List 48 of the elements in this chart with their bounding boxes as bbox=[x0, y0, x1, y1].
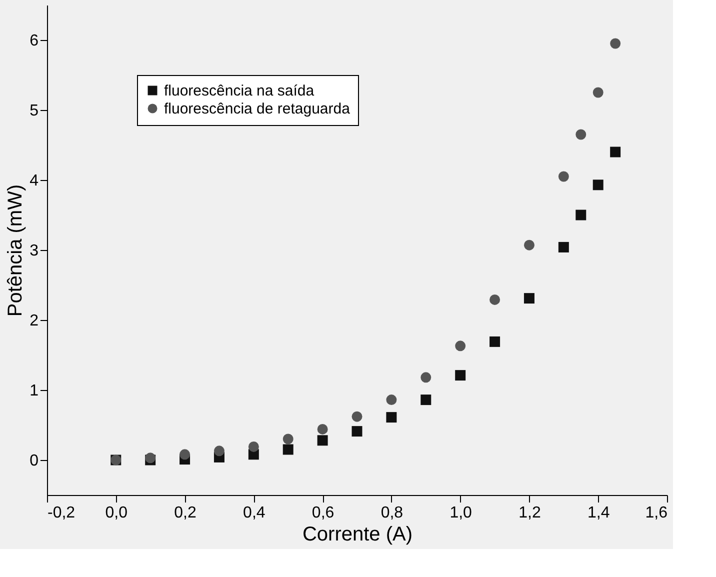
point bbox=[490, 294, 500, 305]
point bbox=[352, 426, 362, 437]
y-axis-title: Potência (mW) bbox=[4, 184, 27, 317]
point bbox=[592, 180, 604, 190]
x-tick-label: 0,8 bbox=[380, 504, 404, 522]
x-tick-label: 0,2 bbox=[174, 504, 196, 522]
point bbox=[420, 372, 432, 383]
y-tick-label: 2 bbox=[30, 312, 39, 330]
point bbox=[576, 210, 586, 220]
y-tick-label: 3 bbox=[30, 242, 39, 260]
point bbox=[180, 449, 190, 460]
x-tick-label: 1,4 bbox=[587, 504, 610, 522]
point bbox=[592, 87, 604, 98]
x-tick-label: 0,4 bbox=[243, 504, 266, 522]
y-tick-label: 4 bbox=[30, 172, 39, 190]
point bbox=[352, 411, 362, 422]
point bbox=[490, 336, 500, 347]
point bbox=[386, 394, 397, 406]
x-tick-label: -0,2 bbox=[48, 504, 76, 522]
point bbox=[576, 129, 586, 140]
y-tick-label: 1 bbox=[30, 382, 39, 400]
point bbox=[455, 370, 466, 381]
point bbox=[248, 441, 259, 452]
point bbox=[420, 394, 432, 406]
point bbox=[610, 38, 621, 49]
x-tick-label: 0,0 bbox=[105, 504, 128, 522]
x-axis-title: Corrente (A) bbox=[302, 524, 413, 546]
y-tick-label: 6 bbox=[30, 32, 39, 50]
x-tick-label: 1,0 bbox=[450, 504, 472, 522]
point bbox=[455, 340, 466, 352]
legend-label: fluorescência de retaguarda bbox=[164, 100, 351, 118]
x-tick-label: 1,2 bbox=[518, 504, 541, 522]
point bbox=[558, 242, 569, 252]
x-tick-label: 1,6 bbox=[645, 504, 668, 522]
point bbox=[610, 146, 621, 158]
point bbox=[317, 435, 328, 446]
legend-label: fluorescência na saída bbox=[164, 82, 315, 100]
point bbox=[386, 412, 397, 423]
y-tick-label: 5 bbox=[30, 102, 39, 120]
point bbox=[558, 171, 569, 182]
point bbox=[524, 240, 534, 250]
point bbox=[282, 434, 294, 444]
point bbox=[524, 293, 534, 304]
point bbox=[317, 424, 328, 434]
y-tick-label: 0 bbox=[30, 452, 39, 470]
x-tick-label: 0,6 bbox=[312, 504, 334, 522]
point bbox=[282, 444, 294, 455]
point bbox=[214, 446, 224, 456]
